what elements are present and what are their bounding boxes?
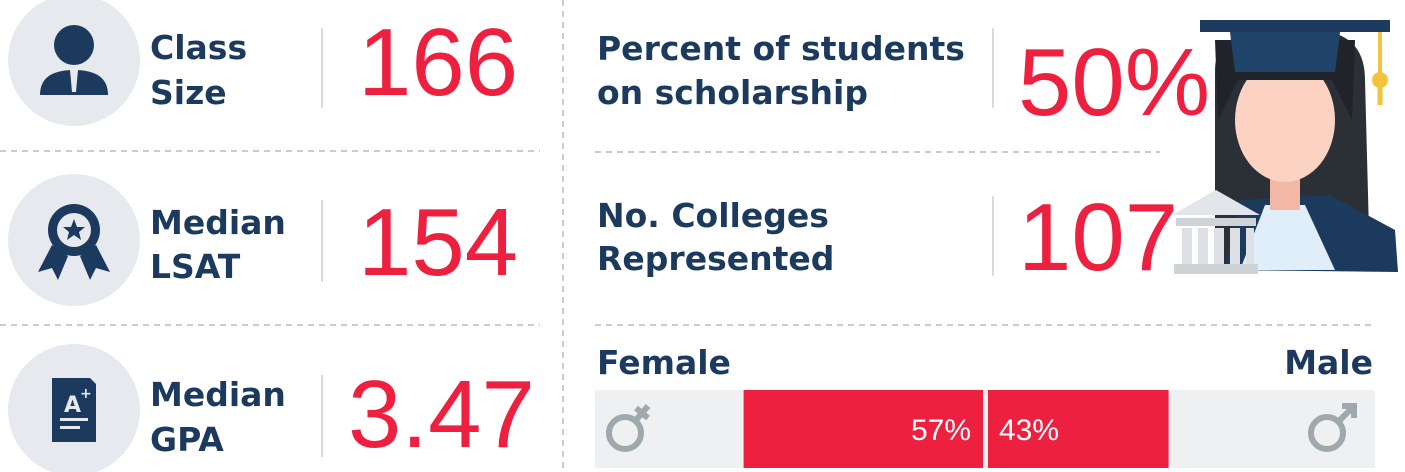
stat-label: Percent of students bbox=[597, 29, 965, 68]
stat-label: No. Colleges bbox=[597, 196, 829, 235]
icon-person bbox=[8, 0, 140, 126]
svg-text:A: A bbox=[64, 393, 81, 418]
stat-label: Class bbox=[150, 28, 247, 67]
stat-label: on scholarship bbox=[597, 73, 868, 112]
icon-grade: A + bbox=[8, 344, 140, 472]
stat-label: LSAT bbox=[150, 247, 241, 286]
stat-value: 166 bbox=[358, 9, 518, 116]
stat-label: GPA bbox=[150, 420, 224, 459]
stat-value: 154 bbox=[358, 189, 518, 296]
stat-value: 50% bbox=[1018, 29, 1210, 136]
stat-label: Median bbox=[150, 375, 286, 414]
stat-label: Represented bbox=[597, 239, 834, 278]
stat-value: 107 bbox=[1018, 184, 1178, 291]
svg-text:+: + bbox=[80, 386, 92, 402]
stat-label: Size bbox=[150, 73, 227, 112]
female-value-label: 57% bbox=[911, 414, 971, 447]
male-value-label: 43% bbox=[999, 414, 1059, 447]
icon-medal bbox=[8, 174, 140, 306]
stat-label: Median bbox=[150, 203, 286, 242]
male-label: Male bbox=[1284, 343, 1373, 382]
stat-value: 3.47 bbox=[348, 361, 535, 468]
gender-bar-track bbox=[595, 390, 1375, 468]
infographic: A + Class Size 166 Median LSAT 154 Median GPA 3.… bbox=[0, 0, 1405, 472]
female-label: Female bbox=[597, 343, 731, 382]
